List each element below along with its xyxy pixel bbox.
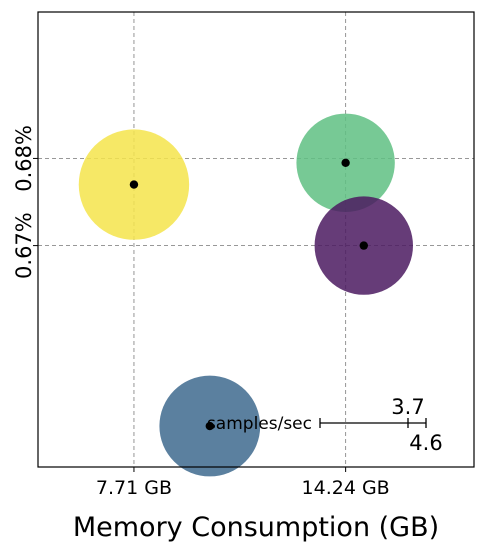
x-axis-ticks: 7.71 GB 14.24 GB xyxy=(96,467,390,499)
plot-frame xyxy=(37,11,475,468)
size-legend-max-label: 4.6 xyxy=(409,431,442,455)
point-marker xyxy=(359,241,368,250)
size-legend-min-label: 3.7 xyxy=(391,395,424,419)
x-axis-title: Memory Consumption (GB) xyxy=(73,512,439,543)
x-tick-label: 7.71 GB xyxy=(96,477,172,499)
point-marker xyxy=(205,421,215,431)
y-tick-label: 0.68% xyxy=(12,125,36,192)
size-legend-label: samples/sec xyxy=(207,414,312,434)
point-marker xyxy=(129,180,139,189)
y-tick-label: 0.67% xyxy=(12,212,36,279)
y-axis-ticks: 0.67% 0.68% xyxy=(12,125,38,279)
size-legend: samples/sec 3.7 4.6 xyxy=(207,395,443,455)
x-tick-label: 14.24 GB xyxy=(302,477,390,499)
point-marker xyxy=(341,158,350,167)
center-markers xyxy=(129,158,368,431)
